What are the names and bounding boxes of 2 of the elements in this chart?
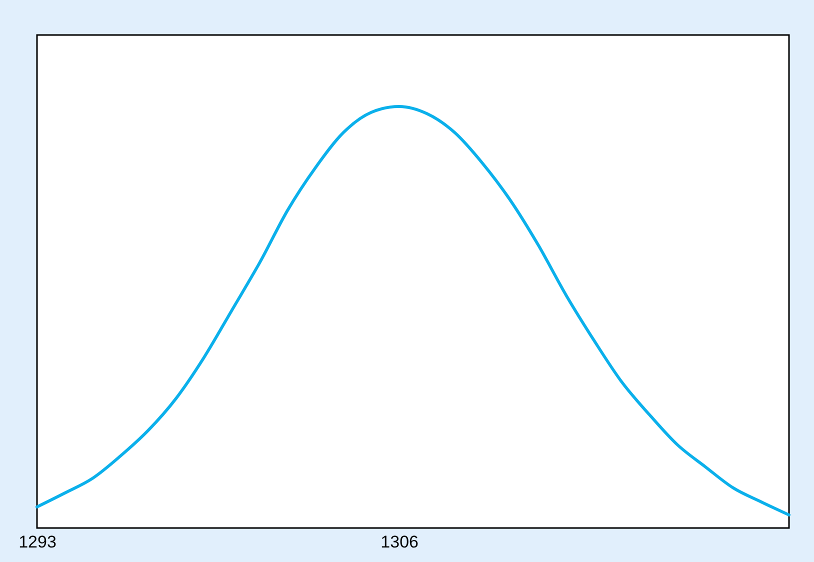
x-tick-label: 1306: [380, 532, 418, 552]
x-tick-label: 1293: [18, 532, 56, 552]
